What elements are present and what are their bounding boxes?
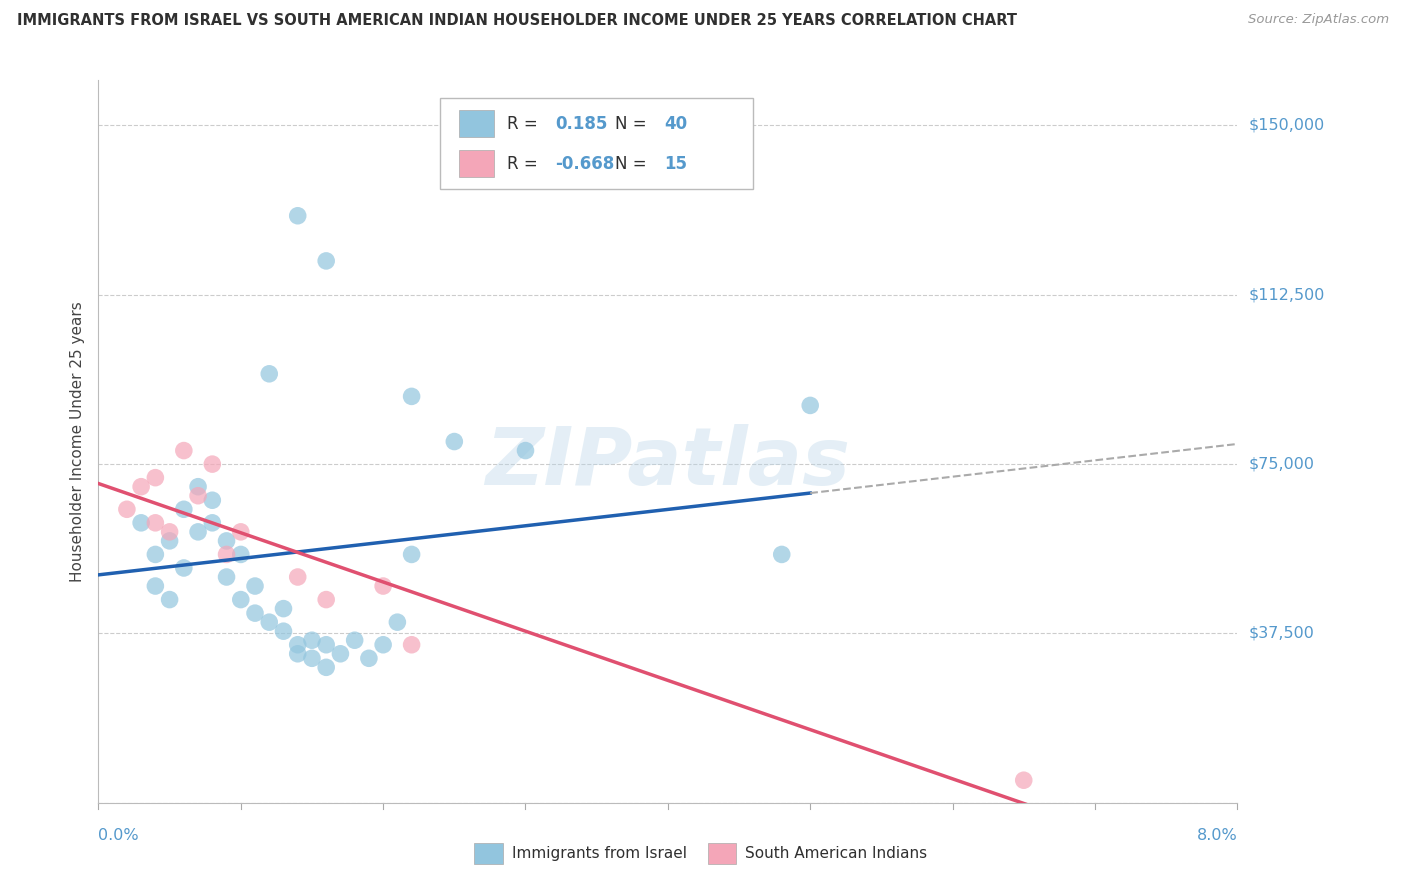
Text: 0.185: 0.185 [555, 115, 607, 134]
Text: ZIPatlas: ZIPatlas [485, 425, 851, 502]
Point [215, 548, 238, 562]
Point [315, 660, 337, 674]
Point [243, 606, 266, 620]
FancyBboxPatch shape [460, 150, 494, 178]
Text: Immigrants from Israel: Immigrants from Israel [512, 846, 686, 861]
Point [371, 638, 394, 652]
Point [201, 493, 224, 508]
Point [315, 592, 337, 607]
FancyBboxPatch shape [474, 843, 503, 864]
Point [515, 443, 537, 458]
Point [201, 457, 224, 471]
Point [115, 502, 138, 516]
Point [229, 524, 252, 539]
Point [273, 624, 295, 639]
Text: 15: 15 [665, 155, 688, 173]
Point [315, 253, 337, 268]
Text: Source: ZipAtlas.com: Source: ZipAtlas.com [1249, 13, 1389, 27]
Point [443, 434, 465, 449]
Text: $75,000: $75,000 [1249, 457, 1315, 472]
Point [770, 548, 793, 562]
Point [215, 533, 238, 548]
Point [329, 647, 352, 661]
Point [159, 533, 181, 548]
Text: $37,500: $37,500 [1249, 626, 1315, 641]
Point [159, 592, 181, 607]
Text: 0.0%: 0.0% [98, 828, 139, 843]
Point [145, 548, 167, 562]
Point [315, 638, 337, 652]
Point [401, 389, 423, 403]
Point [287, 638, 309, 652]
Point [145, 470, 167, 484]
Point [145, 516, 167, 530]
Text: N =: N = [616, 115, 652, 134]
Text: South American Indians: South American Indians [745, 846, 928, 861]
Point [1012, 773, 1035, 788]
Text: IMMIGRANTS FROM ISRAEL VS SOUTH AMERICAN INDIAN HOUSEHOLDER INCOME UNDER 25 YEAR: IMMIGRANTS FROM ISRAEL VS SOUTH AMERICAN… [17, 13, 1017, 29]
Text: R =: R = [508, 115, 543, 134]
Text: 40: 40 [665, 115, 688, 134]
FancyBboxPatch shape [440, 98, 754, 189]
Point [129, 480, 152, 494]
Point [173, 443, 195, 458]
Point [145, 579, 167, 593]
Point [387, 615, 409, 630]
Point [229, 592, 252, 607]
Point [301, 633, 323, 648]
Text: N =: N = [616, 155, 652, 173]
Point [259, 367, 281, 381]
Point [229, 548, 252, 562]
Text: 8.0%: 8.0% [1197, 828, 1237, 843]
Point [401, 638, 423, 652]
FancyBboxPatch shape [707, 843, 737, 864]
Point [243, 579, 266, 593]
Text: $112,500: $112,500 [1249, 287, 1324, 302]
Point [357, 651, 380, 665]
Point [301, 651, 323, 665]
Point [287, 570, 309, 584]
Point [187, 489, 209, 503]
Point [187, 524, 209, 539]
Point [173, 561, 195, 575]
Point [201, 516, 224, 530]
Point [159, 524, 181, 539]
Point [287, 647, 309, 661]
Point [401, 548, 423, 562]
FancyBboxPatch shape [460, 110, 494, 137]
Point [799, 398, 821, 412]
Point [287, 209, 309, 223]
Text: $150,000: $150,000 [1249, 118, 1324, 133]
Point [273, 601, 295, 615]
Point [259, 615, 281, 630]
Point [187, 480, 209, 494]
Point [371, 579, 394, 593]
Point [173, 502, 195, 516]
Text: -0.668: -0.668 [555, 155, 614, 173]
Point [129, 516, 152, 530]
Text: R =: R = [508, 155, 543, 173]
Point [215, 570, 238, 584]
Point [343, 633, 366, 648]
Y-axis label: Householder Income Under 25 years: Householder Income Under 25 years [69, 301, 84, 582]
